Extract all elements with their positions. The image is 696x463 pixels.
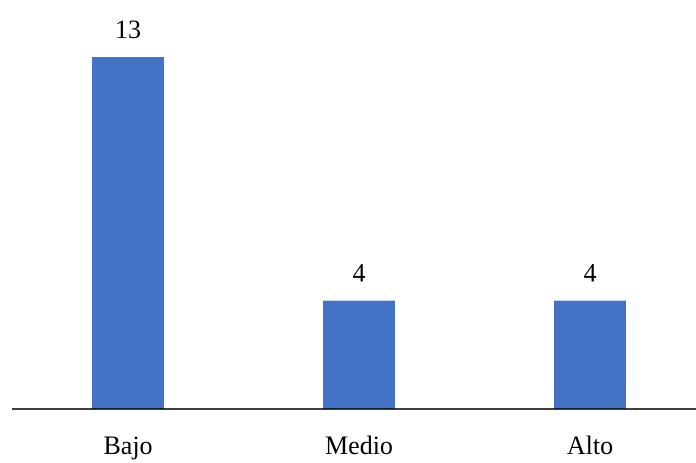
bar-medio [323,300,395,409]
data-label-medio: 4 [353,259,366,288]
value-labels-layer: 13 4 4 [115,15,597,288]
x-tick-label-bajo: Bajo [103,431,152,460]
x-tick-label-alto: Alto [567,431,613,460]
bar-bajo [92,57,164,409]
bars-layer [92,57,626,409]
data-label-bajo: 13 [115,15,141,44]
data-label-alto: 4 [584,259,597,288]
bar-alto [554,300,626,409]
x-tick-label-medio: Medio [325,431,393,460]
x-tick-labels-layer: Bajo Medio Alto [103,431,613,460]
